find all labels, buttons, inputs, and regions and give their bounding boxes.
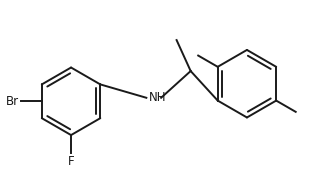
Text: NH: NH	[149, 91, 166, 104]
Text: Br: Br	[6, 95, 19, 108]
Text: F: F	[68, 155, 74, 169]
